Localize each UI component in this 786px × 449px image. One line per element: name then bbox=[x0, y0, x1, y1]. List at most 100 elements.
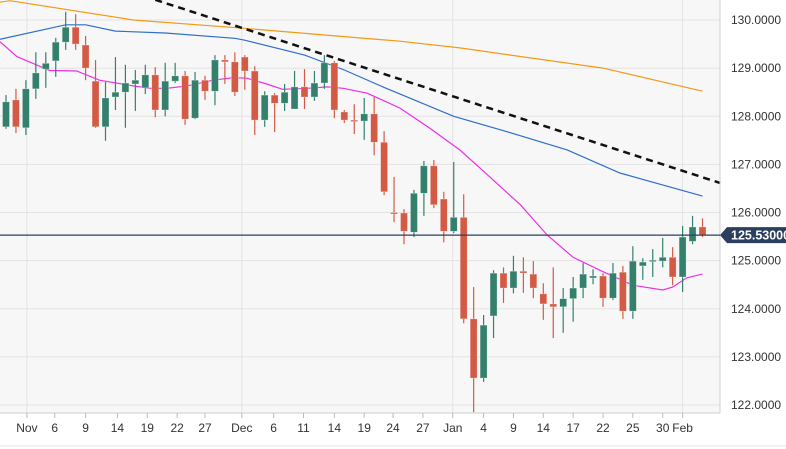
current-price-marker: 125.53000 bbox=[0, 227, 786, 244]
candle-up bbox=[489, 270, 498, 339]
x-tick-label: 22 bbox=[170, 421, 184, 435]
candle-up bbox=[61, 11, 70, 50]
candle-up bbox=[589, 269, 597, 285]
y-tick-label: 127.0000 bbox=[731, 157, 781, 171]
y-tick-label: 126.0000 bbox=[731, 206, 781, 220]
candle-body bbox=[449, 217, 458, 232]
moving-averages bbox=[0, 0, 721, 291]
candle-body bbox=[688, 226, 697, 242]
candle-body bbox=[589, 275, 597, 279]
x-tick-label: 22 bbox=[596, 421, 610, 435]
candle-body bbox=[390, 212, 398, 215]
candle-body bbox=[201, 79, 209, 92]
y-tick-label: 128.0000 bbox=[731, 109, 781, 123]
candle-body bbox=[539, 293, 548, 305]
candle-body bbox=[509, 270, 518, 289]
x-tick-label: Dec bbox=[231, 421, 252, 435]
candle-up bbox=[410, 189, 418, 238]
candle-body bbox=[141, 74, 150, 89]
candle-body bbox=[260, 94, 269, 121]
x-axis: Nov 6 9 14 19 22 27 Dec 6 11 14 19 24 27 Jan 4 9 14 17 22 25… bbox=[16, 413, 693, 435]
y-tick-label: 124.0000 bbox=[731, 302, 781, 316]
candle-body bbox=[678, 236, 687, 278]
x-tick-label: 27 bbox=[416, 421, 430, 435]
candle-up bbox=[131, 70, 140, 111]
candle-body bbox=[668, 256, 677, 278]
candle-body bbox=[241, 56, 249, 72]
candle-body bbox=[151, 74, 160, 111]
candle-body bbox=[111, 91, 120, 98]
candle-body bbox=[559, 298, 568, 308]
candle-up bbox=[260, 91, 269, 127]
candle-down bbox=[439, 191, 448, 243]
candle-body bbox=[280, 91, 289, 104]
x-tick-label: 9 bbox=[82, 421, 89, 435]
candle-up bbox=[629, 246, 637, 319]
candle-body bbox=[499, 272, 508, 289]
candle-body bbox=[489, 272, 498, 317]
candle-down bbox=[400, 209, 408, 245]
x-tick-label: 11 bbox=[297, 421, 310, 435]
candle-down bbox=[529, 261, 538, 299]
candle-body bbox=[161, 80, 169, 111]
x-tick-label: 30 bbox=[656, 421, 670, 435]
candle-down bbox=[201, 75, 209, 100]
candle-body bbox=[529, 273, 538, 289]
candle-body bbox=[519, 270, 528, 274]
candle-up bbox=[678, 225, 687, 292]
x-tick-label: 17 bbox=[566, 421, 580, 435]
candle-body bbox=[698, 226, 707, 236]
candle-body bbox=[599, 275, 607, 299]
candle-body bbox=[430, 165, 438, 206]
x-tick-label: 19 bbox=[141, 421, 155, 435]
candle-body bbox=[22, 88, 30, 129]
y-tick-label: 123.0000 bbox=[731, 350, 781, 364]
candle-down bbox=[599, 273, 607, 307]
candle-body bbox=[400, 212, 408, 232]
candle-body bbox=[459, 217, 468, 320]
candle-body bbox=[549, 303, 558, 308]
x-tick-label: 4 bbox=[480, 421, 487, 435]
x-tick-label: 14 bbox=[328, 421, 342, 435]
candle-down bbox=[380, 131, 388, 196]
candles bbox=[2, 11, 707, 413]
candle-down bbox=[459, 194, 468, 324]
candle-up bbox=[161, 62, 169, 117]
ma_fast-line bbox=[0, 41, 703, 291]
candle-body bbox=[619, 271, 627, 312]
candle-body bbox=[250, 70, 259, 121]
candle-body bbox=[439, 198, 448, 232]
current-price-box bbox=[720, 227, 786, 244]
candle-body bbox=[629, 260, 637, 312]
candle-body bbox=[131, 79, 140, 85]
candle-body bbox=[310, 82, 319, 98]
candle-up bbox=[32, 52, 40, 99]
candle-body bbox=[32, 72, 40, 90]
y-axis: 130.0000 129.0000 128.0000 127.0000 126.0000… bbox=[731, 13, 781, 412]
candle-down bbox=[549, 267, 558, 339]
x-tick-label: 14 bbox=[537, 421, 551, 435]
candle-up bbox=[171, 62, 179, 84]
candle-body bbox=[270, 94, 279, 104]
x-tick-label: 24 bbox=[386, 421, 400, 435]
candle-down bbox=[12, 88, 20, 134]
candle-down bbox=[519, 257, 528, 293]
candle-body bbox=[370, 113, 378, 143]
candle-up bbox=[559, 288, 568, 333]
candle-body bbox=[380, 141, 388, 193]
candle-down bbox=[390, 176, 398, 223]
candle-up bbox=[420, 161, 428, 216]
candle-body bbox=[579, 273, 587, 289]
candle-up bbox=[111, 57, 120, 110]
y-tick-label: 122.0000 bbox=[731, 398, 781, 412]
candle-up bbox=[141, 64, 150, 95]
ma_mid-line bbox=[0, 24, 703, 197]
candle-body bbox=[609, 272, 617, 299]
candle-up bbox=[648, 249, 657, 277]
candle-body bbox=[290, 86, 299, 110]
candle-down bbox=[499, 267, 508, 303]
candle-down bbox=[71, 14, 80, 50]
candle-up bbox=[509, 255, 518, 294]
candle-down bbox=[340, 109, 349, 123]
